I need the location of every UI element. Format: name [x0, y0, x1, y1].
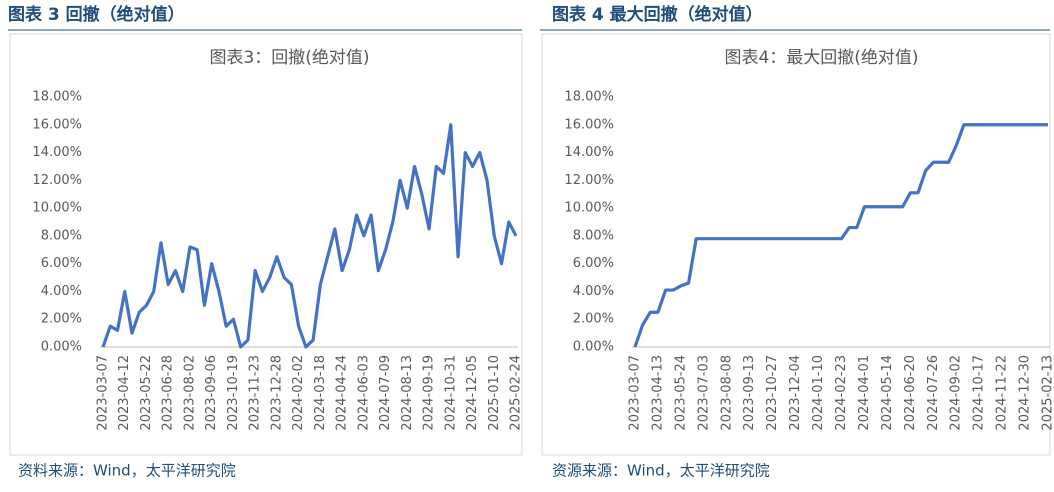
x-tick-label: 2023-06-28 — [161, 355, 176, 431]
x-tick-label: 2023-03-07 — [628, 355, 643, 431]
x-tick-label: 2024-12-30 — [1018, 355, 1033, 431]
x-tick-label: 2024-06-20 — [903, 355, 918, 431]
x-tick-label: 2024-05-14 — [880, 355, 895, 431]
x-tick-label: 2023-10-19 — [226, 355, 241, 431]
y-tick-label: 12.00% — [564, 173, 614, 188]
x-tick-label: 2024-04-01 — [857, 355, 872, 431]
y-tick-label: 18.00% — [564, 90, 614, 105]
x-tick-label: 2023-05-22 — [139, 355, 154, 431]
y-tick-label: 2.00% — [573, 312, 614, 327]
line — [635, 125, 1048, 347]
x-tick-label: 2024-07-09 — [378, 355, 393, 431]
chart: 图表4：最大回撤(绝对值) 0.00% 2.00% 4.00% 6.00% 8.00% 10… — [564, 48, 1054, 431]
x-tick-label: 2025-01-10 — [487, 355, 502, 431]
y-tick-label: 14.00% — [564, 145, 614, 160]
x-tick-label: 2023-12-04 — [788, 355, 803, 431]
y-tick-label: 6.00% — [573, 256, 614, 271]
x-tick-label: 2024-08-13 — [400, 355, 415, 431]
y-tick-label: 12.00% — [32, 173, 82, 188]
chart: 图表3：回撤(绝对值) 0.00% 2.00% 4.00% 6.00% 8.00% 10.0… — [32, 48, 523, 431]
x-tick-label: 2023-09-06 — [204, 355, 219, 431]
x-tick-label: 2024-02-02 — [291, 355, 306, 431]
x-tick-label: 2024-07-26 — [926, 355, 941, 431]
x-tick-label: 2025-02-24 — [509, 355, 524, 431]
y-tick-label: 8.00% — [573, 228, 614, 243]
y-tick-label: 6.00% — [41, 256, 82, 271]
x-tick-label: 2025-02-13 — [1041, 355, 1054, 431]
x-tick-label: 2023-12-28 — [269, 355, 284, 431]
x-tick-label: 2023-10-27 — [765, 355, 780, 431]
x-tick-label: 2024-02-23 — [834, 355, 849, 431]
chart-title: 图表4：最大回撤(绝对值) — [724, 48, 918, 68]
x-tick-label: 2024-04-24 — [335, 355, 350, 431]
line — [103, 125, 516, 347]
x-tick-label: 2023-08-02 — [182, 355, 197, 431]
y-tick-label: 0.00% — [573, 340, 614, 355]
x-tick-label: 2023-03-07 — [96, 355, 111, 431]
x-tick-label: 2023-11-23 — [248, 355, 263, 431]
y-tick-label: 2.00% — [41, 312, 82, 327]
x-tick-label: 2024-09-19 — [422, 355, 437, 431]
y-tick-label: 18.00% — [32, 90, 82, 105]
x-tick-label: 2024-11-22 — [995, 355, 1010, 431]
source: 资料来源：Wind，太平洋研究院 — [18, 462, 236, 480]
y-tick-label: 4.00% — [41, 284, 82, 299]
chart-title: 图表3：回撤(绝对值) — [209, 48, 369, 68]
heading: 图表 4 最大回撤（绝对值） — [552, 4, 763, 25]
heading: 图表 3 回撤（绝对值） — [8, 4, 185, 25]
y-tick-label: 8.00% — [41, 228, 82, 243]
x-tick-label: 2024-01-10 — [811, 355, 826, 431]
y-tick-label: 10.00% — [564, 201, 614, 216]
x-tick-label: 2024-10-17 — [972, 355, 987, 431]
y-tick-label: 0.00% — [41, 340, 82, 355]
x-tick-label: 2023-09-13 — [742, 355, 757, 431]
x-tick-label: 2023-04-12 — [117, 355, 132, 431]
x-tick-label: 2023-07-03 — [696, 355, 711, 431]
x-tick-label: 2024-06-03 — [356, 355, 371, 431]
y-tick-label: 14.00% — [32, 145, 82, 160]
x-tick-label: 2024-09-02 — [949, 355, 964, 431]
source: 资源来源：Wind，太平洋研究院 — [552, 462, 770, 480]
x-tick-label: 2023-08-08 — [719, 355, 734, 431]
y-tick-label: 16.00% — [564, 117, 614, 132]
x-tick-label: 2024-12-05 — [465, 355, 480, 431]
x-tick-label: 2023-05-24 — [673, 355, 688, 431]
y-tick-label: 16.00% — [32, 117, 82, 132]
y-tick-label: 4.00% — [573, 284, 614, 299]
x-tick-label: 2023-04-13 — [650, 355, 665, 431]
x-tick-label: 2024-10-31 — [443, 355, 458, 431]
y-tick-label: 10.00% — [32, 201, 82, 216]
x-tick-label: 2024-03-18 — [313, 355, 328, 431]
